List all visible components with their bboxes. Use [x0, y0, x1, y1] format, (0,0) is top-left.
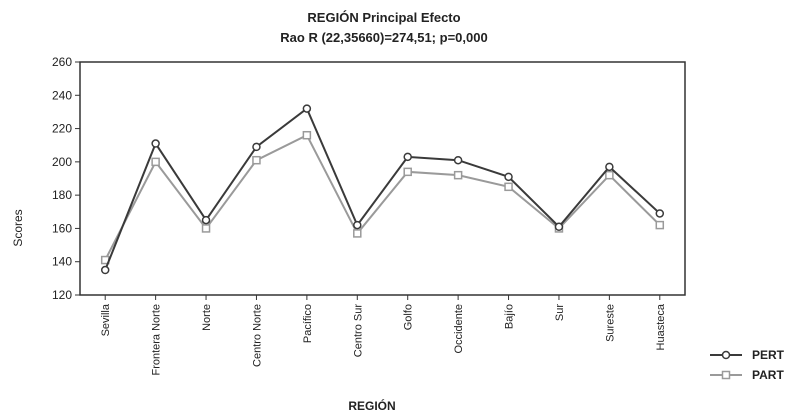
- series-pert: [100, 104, 665, 275]
- series-line: [104, 133, 661, 261]
- data-point: [353, 229, 362, 238]
- data-point: [201, 215, 211, 225]
- x-tick-label: Sevilla: [100, 303, 112, 336]
- data-point: [605, 162, 614, 172]
- x-tick-label: Huasteca: [655, 303, 667, 350]
- chart-subtitle: Rao R (22,35660)=274,51; p=0,000: [280, 30, 487, 45]
- data-point: [403, 152, 412, 162]
- data-point: [353, 220, 362, 230]
- x-tick-label: Pacífico: [302, 304, 314, 343]
- series-layer: [100, 104, 665, 275]
- data-point: [403, 167, 412, 177]
- x-tick-label: Centro Sur: [352, 304, 364, 358]
- x-tick-label: Norte: [201, 304, 213, 331]
- legend-marker: [721, 350, 731, 360]
- data-point: [504, 182, 513, 192]
- x-tick-label: Sureste: [604, 304, 616, 342]
- x-axis-label: REGIÓN: [348, 398, 395, 413]
- x-tick-label: Frontera Norte: [151, 304, 163, 376]
- legend-item: PERT: [710, 348, 785, 362]
- data-point: [605, 170, 614, 180]
- y-tick-label: 260: [52, 55, 72, 69]
- legend-label: PERT: [752, 348, 785, 362]
- legend: PERT PART: [710, 348, 785, 382]
- x-tick-label: Occidente: [453, 304, 465, 354]
- x-tick-label: Golfo: [403, 304, 415, 330]
- data-point: [504, 172, 513, 182]
- data-point: [100, 265, 110, 275]
- x-tick-label: Bajío: [504, 304, 516, 329]
- data-point: [302, 130, 312, 140]
- y-tick-label: 160: [52, 221, 72, 235]
- data-point: [151, 157, 160, 167]
- y-tick-label: 240: [52, 88, 72, 102]
- plot-area: [79, 61, 686, 296]
- y-tick-label: 140: [52, 255, 72, 269]
- series-part: [100, 130, 665, 265]
- data-point: [655, 220, 665, 230]
- data-point: [554, 222, 564, 232]
- x-tick-label: Sur: [554, 304, 566, 321]
- legend-marker: [721, 370, 731, 380]
- data-point: [655, 209, 665, 218]
- data-point: [201, 224, 211, 233]
- x-axis: Sevilla Frontera Norte Norte Centro Norte Pa…: [100, 295, 667, 376]
- x-tick-label: Centro Norte: [251, 304, 263, 367]
- y-tick-label: 200: [52, 155, 72, 169]
- y-axis: 120 140 160 180 200 220 240 260: [52, 55, 80, 302]
- y-tick-label: 120: [52, 288, 72, 302]
- data-point: [453, 170, 463, 180]
- series-line: [104, 107, 661, 271]
- chart-title: REGIÓN Principal Efecto: [307, 10, 460, 25]
- data-point: [252, 155, 261, 165]
- data-point: [302, 104, 312, 113]
- legend-item: PART: [710, 368, 784, 382]
- data-point: [252, 142, 261, 152]
- plot-frame: [79, 61, 686, 296]
- y-tick-label: 180: [52, 188, 72, 202]
- legend-label: PART: [752, 368, 784, 382]
- y-axis-label: Scores: [11, 209, 25, 246]
- y-tick-label: 220: [52, 122, 72, 136]
- data-point: [151, 139, 160, 148]
- data-point: [453, 155, 463, 165]
